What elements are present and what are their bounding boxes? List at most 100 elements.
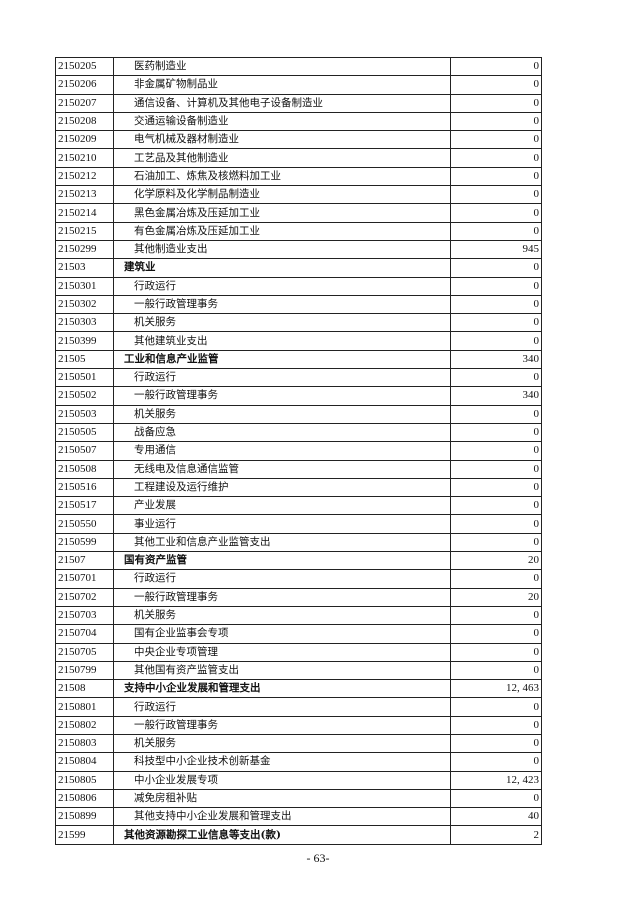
- value-cell: 0: [450, 459, 542, 479]
- name-cell: 化学原料及化学制品制造业: [113, 185, 451, 205]
- budget-table: 2150205 医药制造业 0 2150206 非金属矿物制品业 0 2150207 通信设备…: [55, 56, 542, 845]
- table-row: 2150805 中小企业发展专项 12, 423: [55, 770, 542, 790]
- value-cell: 0: [450, 166, 542, 187]
- table-row: 2150517 产业发展 0: [55, 496, 542, 516]
- value-cell: 0: [450, 258, 542, 278]
- code-cell: 2150801: [55, 697, 114, 717]
- name-cell: 机关服务: [113, 733, 451, 754]
- code-cell: 2150702: [55, 587, 114, 607]
- table-row: 21503 建筑业 0: [55, 258, 542, 278]
- table-row: 2150205 医药制造业 0: [55, 56, 542, 77]
- code-cell: 2150209: [55, 130, 114, 150]
- table-row: 2150206 非金属矿物制品业 0: [55, 75, 542, 95]
- value-cell: 0: [450, 111, 542, 132]
- table-row: 2150502 一般行政管理事务 340: [55, 386, 542, 406]
- value-cell: 0: [450, 313, 542, 333]
- table-row: 2150802 一般行政管理事务 0: [55, 715, 542, 735]
- name-cell: 无线电及信息通信监管: [113, 459, 451, 479]
- code-cell: 2150303: [55, 313, 114, 333]
- table-row: 2150213 化学原料及化学制品制造业 0: [55, 185, 542, 205]
- table-row: 2150215 有色金属冶炼及压延加工业 0: [55, 221, 542, 241]
- table-row: 2150503 机关服务 0: [55, 404, 542, 424]
- value-cell: 0: [450, 788, 542, 809]
- code-cell: 2150299: [55, 239, 114, 260]
- table-row: 21508 支持中小企业发展和管理支出 12, 463: [55, 679, 542, 699]
- value-cell: 12, 423: [450, 770, 542, 790]
- value-cell: 0: [450, 441, 542, 461]
- code-cell: 2150302: [55, 294, 114, 315]
- value-cell: 0: [450, 642, 542, 662]
- table-row: 2150214 黑色金属冶炼及压延加工业 0: [55, 203, 542, 223]
- name-cell: 电气机械及器材制造业: [113, 130, 451, 150]
- table-row: 2150210 工艺品及其他制造业 0: [55, 148, 542, 168]
- name-cell: 机关服务: [113, 605, 451, 626]
- name-cell: 一般行政管理事务: [113, 294, 451, 315]
- value-cell: 12, 463: [450, 679, 542, 699]
- name-cell: 医药制造业: [113, 56, 451, 77]
- value-cell: 340: [450, 386, 542, 406]
- value-cell: 0: [450, 368, 542, 388]
- name-cell: 其他建筑业支出: [113, 331, 451, 351]
- value-cell: 0: [450, 185, 542, 205]
- table-row: 2150507 专用通信 0: [55, 441, 542, 461]
- name-cell: 工程建设及运行维护: [113, 477, 451, 498]
- code-cell: 2150205: [55, 56, 114, 77]
- table-row: 2150501 行政运行 0: [55, 368, 542, 388]
- value-cell: 0: [450, 93, 542, 113]
- code-cell: 2150507: [55, 441, 114, 461]
- value-cell: 0: [450, 276, 542, 296]
- name-cell: 行政运行: [113, 569, 451, 589]
- name-cell: 其他工业和信息产业监管支出: [113, 532, 451, 553]
- code-cell: 21599: [55, 825, 114, 845]
- name-cell: 其他国有资产监管支出: [113, 660, 451, 681]
- table-row: 2150302 一般行政管理事务 0: [55, 294, 542, 315]
- table-row: 2150705 中央企业专项管理 0: [55, 642, 542, 662]
- value-cell: 2: [450, 825, 542, 845]
- code-cell: 2150399: [55, 331, 114, 351]
- name-cell: 产业发展: [113, 496, 451, 516]
- name-cell: 行政运行: [113, 276, 451, 296]
- name-cell: 机关服务: [113, 404, 451, 424]
- name-cell: 黑色金属冶炼及压延加工业: [113, 203, 451, 223]
- table-row: 2150703 机关服务 0: [55, 605, 542, 626]
- name-cell: 行政运行: [113, 697, 451, 717]
- value-cell: 0: [450, 75, 542, 95]
- name-cell: 中央企业专项管理: [113, 642, 451, 662]
- code-cell: 2150806: [55, 788, 114, 809]
- table-row: 2150599 其他工业和信息产业监管支出 0: [55, 532, 542, 553]
- value-cell: 0: [450, 514, 542, 534]
- name-cell: 工业和信息产业监管: [113, 349, 451, 370]
- name-cell: 国有资产监管: [113, 551, 451, 571]
- code-cell: 2150805: [55, 770, 114, 790]
- value-cell: 0: [450, 697, 542, 717]
- name-cell: 一般行政管理事务: [113, 715, 451, 735]
- table-row: 2150303 机关服务 0: [55, 313, 542, 333]
- code-cell: 2150599: [55, 532, 114, 553]
- code-cell: 21508: [55, 679, 114, 699]
- page-number: - 63-: [306, 851, 330, 865]
- name-cell: 行政运行: [113, 368, 451, 388]
- table-row: 2150803 机关服务 0: [55, 733, 542, 754]
- value-cell: 0: [450, 404, 542, 424]
- table-row: 2150702 一般行政管理事务 20: [55, 587, 542, 607]
- table-row: 2150207 通信设备、计算机及其他电子设备制造业 0: [55, 93, 542, 113]
- code-cell: 21507: [55, 551, 114, 571]
- code-cell: 2150502: [55, 386, 114, 406]
- name-cell: 减免房租补贴: [113, 788, 451, 809]
- name-cell: 通信设备、计算机及其他电子设备制造业: [113, 93, 451, 113]
- name-cell: 有色金属冶炼及压延加工业: [113, 221, 451, 241]
- table-row: 2150804 科技型中小企业技术创新基金 0: [55, 752, 542, 772]
- code-cell: 2150517: [55, 496, 114, 516]
- name-cell: 科技型中小企业技术创新基金: [113, 752, 451, 772]
- code-cell: 2150206: [55, 75, 114, 95]
- code-cell: 2150213: [55, 185, 114, 205]
- table-row: 2150799 其他国有资产监管支出 0: [55, 660, 542, 681]
- value-cell: 0: [450, 715, 542, 735]
- table-row: 2150505 战备应急 0: [55, 422, 542, 443]
- value-cell: 0: [450, 733, 542, 754]
- value-cell: 0: [450, 221, 542, 241]
- code-cell: 2150899: [55, 807, 114, 827]
- code-cell: 2150704: [55, 624, 114, 644]
- table-row: 2150516 工程建设及运行维护 0: [55, 477, 542, 498]
- code-cell: 2150516: [55, 477, 114, 498]
